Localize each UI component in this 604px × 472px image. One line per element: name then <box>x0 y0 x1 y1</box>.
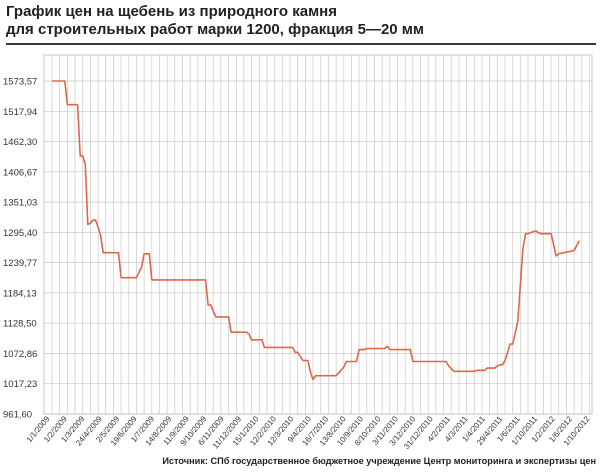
source-note: Источник: СПб государственное бюджетное … <box>162 456 596 466</box>
y-tick-label: 1295,40 <box>3 228 37 239</box>
y-tick-label: 1573,57 <box>3 77 37 88</box>
chart-title-line-2: для строительных работ марки 1200, фракц… <box>6 21 424 38</box>
chart-title: График цен на щебень из природного камня… <box>6 3 598 45</box>
y-axis-tick-labels: 961,60 1017,23 1072,86 1128,50 1184,13 1239,7… <box>3 77 37 421</box>
title-underline <box>6 43 596 45</box>
y-tick-label: 1239,77 <box>3 258 37 269</box>
y-tick-label: 1351,03 <box>3 198 37 209</box>
price-series-line <box>52 80 580 381</box>
y-tick-label: 961,60 <box>3 410 32 421</box>
y-tick-label: 1462,30 <box>3 137 37 148</box>
x-axis-tick-labels: 1/1/20091/2/20091/3/200924/4/20092/5/200… <box>25 414 592 451</box>
series-lines <box>52 80 580 381</box>
chart-grid <box>43 54 593 415</box>
plot-frame <box>43 54 593 415</box>
y-tick-label: 1406,67 <box>3 167 37 178</box>
y-tick-label: 1072,86 <box>3 349 37 360</box>
y-tick-label: 1517,94 <box>3 107 37 118</box>
chart-title-line-1: График цен на щебень из природного камня <box>6 3 337 20</box>
y-tick-label: 1184,13 <box>3 288 37 299</box>
y-tick-label: 1128,50 <box>3 319 37 330</box>
y-tick-label: 1017,23 <box>3 379 37 390</box>
